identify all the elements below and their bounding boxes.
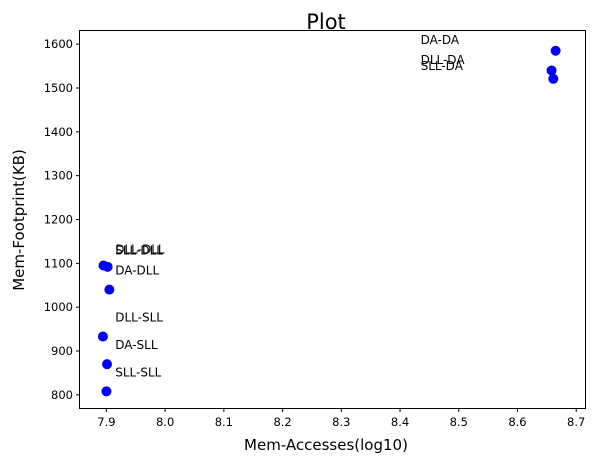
data-point: [102, 359, 113, 370]
y-tick-label: 800: [51, 388, 73, 402]
axis-ticks: 7.9 8.0 8.1 8.2 8.3 8.4 8.5 8.6 8.7 800 900 1000 110…: [44, 37, 586, 429]
point-label: SLL-DLL: [115, 244, 163, 258]
data-point: [97, 331, 108, 342]
data-point: [548, 73, 559, 84]
y-tick-label: 1400: [44, 125, 73, 139]
x-tick-label: 8.2: [273, 415, 291, 429]
data-point: [104, 284, 115, 295]
data-point: [101, 386, 112, 397]
x-tick-label: 8.3: [332, 415, 350, 429]
point-label: DLL-DA: [421, 53, 466, 67]
point-label: DLL-SLL: [115, 311, 163, 325]
y-tick-label: 1100: [44, 256, 73, 270]
x-axis-label: Mem-Accesses(log10): [244, 436, 408, 454]
y-tick-label: 1300: [44, 169, 73, 183]
x-tick-label: 8.0: [156, 415, 174, 429]
point-label: DA-SLL: [115, 338, 158, 352]
y-tick-label: 1500: [44, 81, 73, 95]
y-tick-label: 1200: [44, 213, 73, 227]
data-point: [102, 261, 113, 272]
data-points: [97, 45, 561, 397]
y-tick-label: 1000: [44, 300, 73, 314]
x-tick-label: 8.7: [567, 415, 585, 429]
x-tick-label: 8.4: [391, 415, 409, 429]
point-label: DLL-DLL: [115, 243, 165, 257]
x-tick-label: 8.5: [450, 415, 468, 429]
point-label: SLL-SLL: [115, 365, 161, 379]
plot-frame: [79, 30, 586, 409]
point-label: DA-DLL: [115, 264, 159, 278]
x-tick-label: 8.6: [508, 415, 526, 429]
point-label: SLL-DA: [421, 59, 464, 73]
data-point: [546, 65, 557, 76]
point-label: DA-DA: [421, 33, 460, 47]
y-tick-label: 1600: [44, 37, 73, 51]
y-tick-label: 900: [51, 344, 73, 358]
data-point: [550, 45, 561, 56]
y-axis-label: Mem-Footprint(KB): [10, 149, 28, 291]
x-tick-label: 7.9: [97, 415, 115, 429]
x-tick-label: 8.1: [215, 415, 233, 429]
